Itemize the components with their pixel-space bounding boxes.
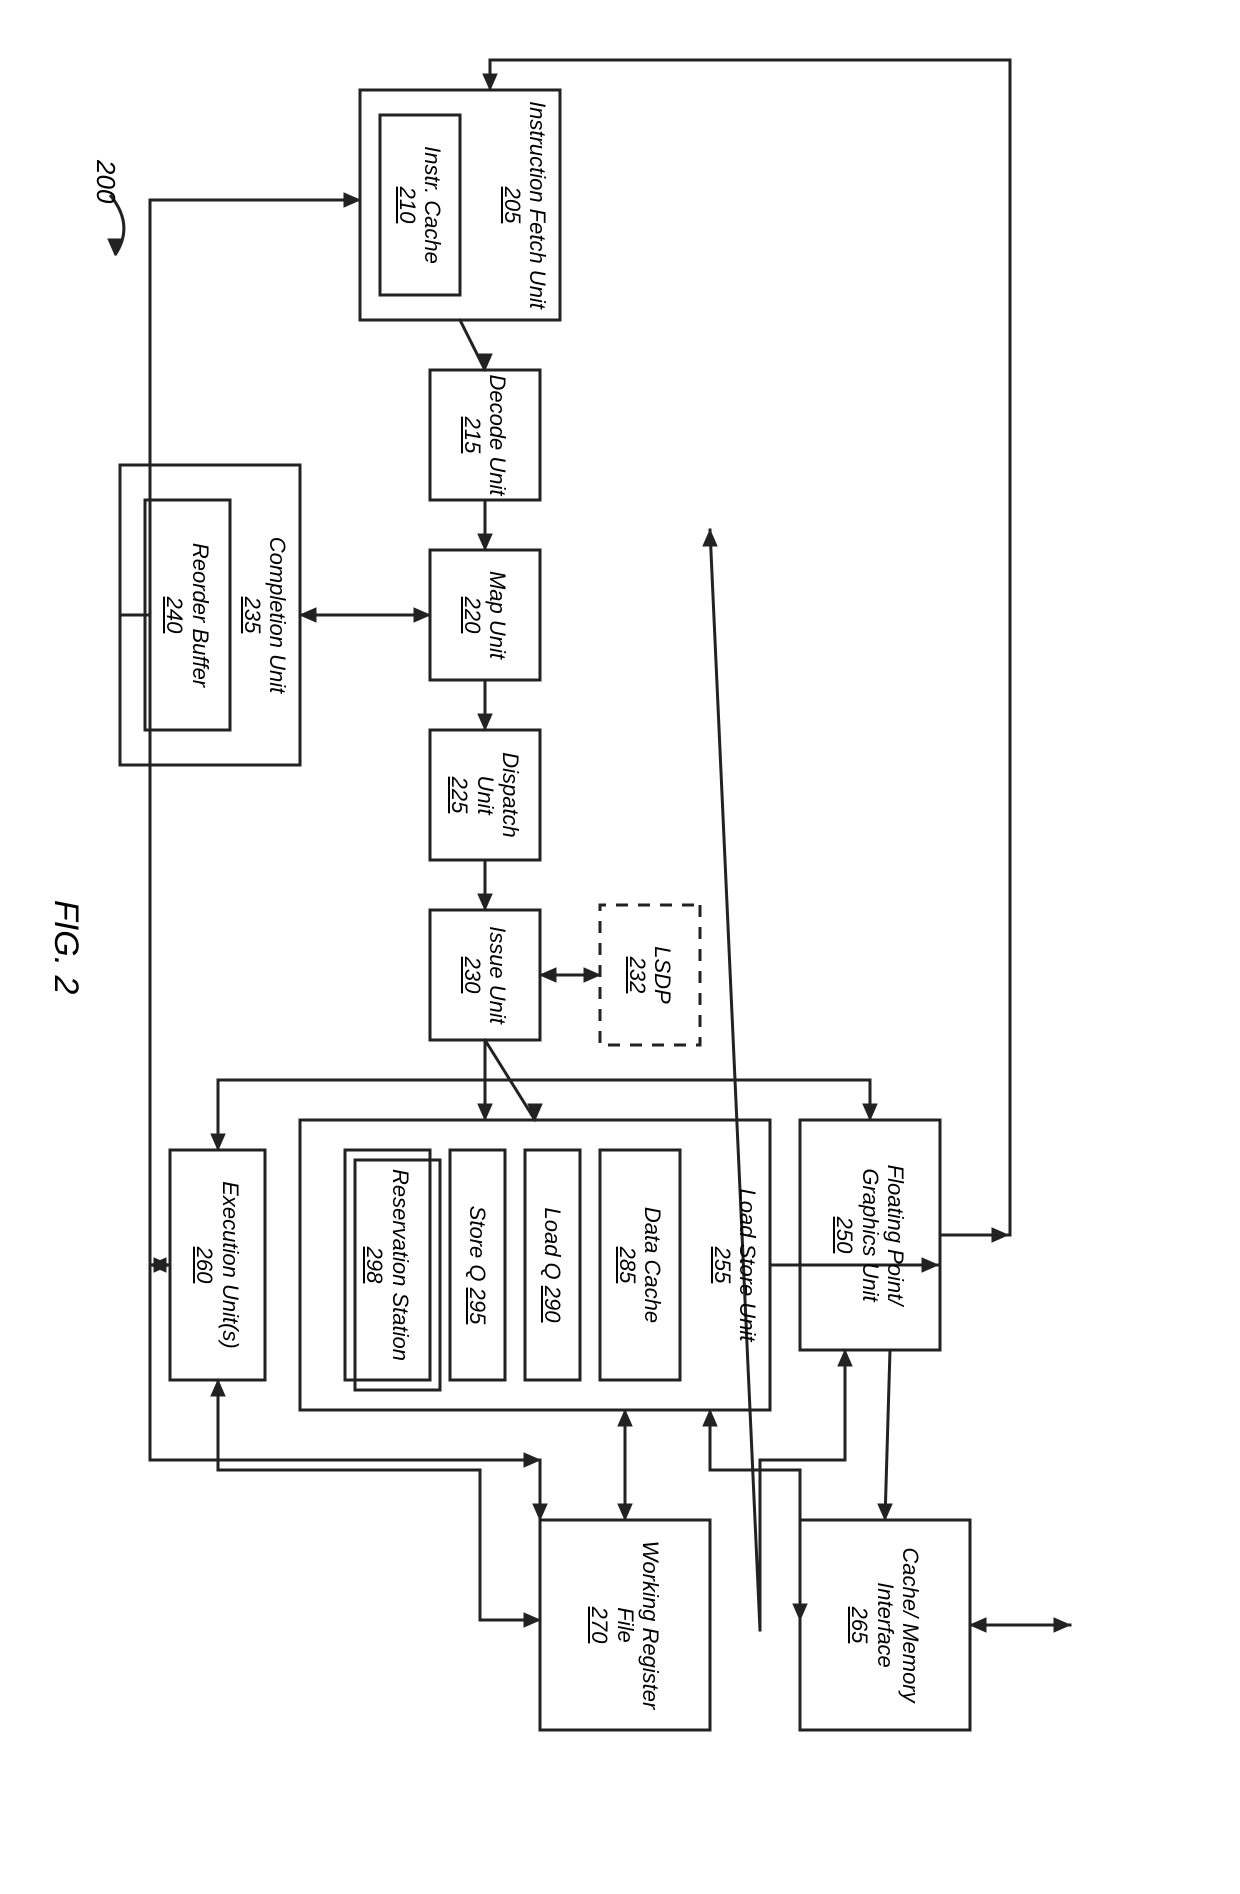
lsu-label: Load Store Unit — [735, 1189, 760, 1342]
exec-ref: 260 — [192, 1247, 217, 1284]
decode-ref: 215 — [460, 417, 485, 454]
lsu-ref: 255 — [709, 1247, 734, 1284]
rob-block: Reorder Buffer240 — [145, 500, 230, 730]
loadq-label: Load Q 290 — [540, 1207, 565, 1322]
fpg-ref: 250 — [832, 1217, 857, 1254]
decode-label: Decode Unit — [485, 374, 510, 495]
dispatch-block: Dispatch Unit225 — [430, 730, 540, 860]
ifu-block: Instruction Fetch Unit205 — [480, 90, 560, 320]
lsdp-ref: 232 — [625, 957, 650, 994]
wrf-label: Working Register File — [612, 1520, 663, 1730]
dcache-block: Data Cache285 — [600, 1150, 680, 1380]
dispatch-ref: 225 — [447, 777, 472, 814]
exec-block: Execution Unit(s)260 — [170, 1150, 265, 1380]
compl-label: Completion Unit — [265, 537, 290, 694]
map-block: Map Unit220 — [430, 550, 540, 680]
compl-ref: 235 — [239, 597, 264, 634]
icache-label: Instr. Cache — [420, 146, 445, 264]
figure-ref-200: 200 — [90, 160, 120, 203]
dcache-label: Data Cache — [640, 1207, 665, 1323]
icache-block: Instr. Cache210 — [380, 115, 460, 295]
cmi-ref: 265 — [847, 1607, 872, 1644]
res-label: Reservation Station 298 — [362, 1150, 413, 1380]
wrf-ref: 270 — [587, 1607, 612, 1644]
issue-ref: 230 — [460, 957, 485, 994]
issue-block: Issue Unit230 — [430, 910, 540, 1040]
rob-label: Reorder Buffer — [188, 543, 213, 687]
issue-label: Issue Unit — [485, 926, 510, 1024]
decode-block: Decode Unit215 — [430, 370, 540, 500]
storeq-label: Store Q 295 — [465, 1206, 490, 1325]
compl-block: Completion Unit235 — [220, 465, 300, 765]
storeq-block: Store Q 295 — [450, 1150, 505, 1380]
rob-ref: 240 — [162, 597, 187, 634]
figure-caption: FIG. 2 — [46, 900, 85, 994]
ifu-ref: 205 — [499, 187, 524, 224]
lsdp-label: LSDP — [650, 946, 675, 1003]
ifu-label: Instruction Fetch Unit — [525, 101, 550, 309]
dispatch-label: Dispatch Unit — [472, 730, 523, 860]
loadq-block: Load Q 290 — [525, 1150, 580, 1380]
wrf-block: Working Register File270 — [540, 1520, 710, 1730]
lsdp-block: LSDP232 — [600, 905, 700, 1045]
fpg-label: Floating Point/ Graphics Unit — [857, 1120, 908, 1350]
dcache-ref: 285 — [615, 1247, 640, 1284]
icache-ref: 210 — [395, 187, 420, 224]
cmi-block: Cache/ Memory Interface265 — [800, 1520, 970, 1730]
map-label: Map Unit — [485, 571, 510, 659]
cmi-label: Cache/ Memory Interface — [872, 1520, 923, 1730]
map-ref: 220 — [460, 597, 485, 634]
lsu-block: Load Store Unit255 — [690, 1120, 770, 1410]
exec-label: Execution Unit(s) — [218, 1181, 243, 1349]
res-block: Reservation Station 298 — [345, 1150, 430, 1380]
fpg-block: Floating Point/ Graphics Unit250 — [800, 1120, 940, 1350]
